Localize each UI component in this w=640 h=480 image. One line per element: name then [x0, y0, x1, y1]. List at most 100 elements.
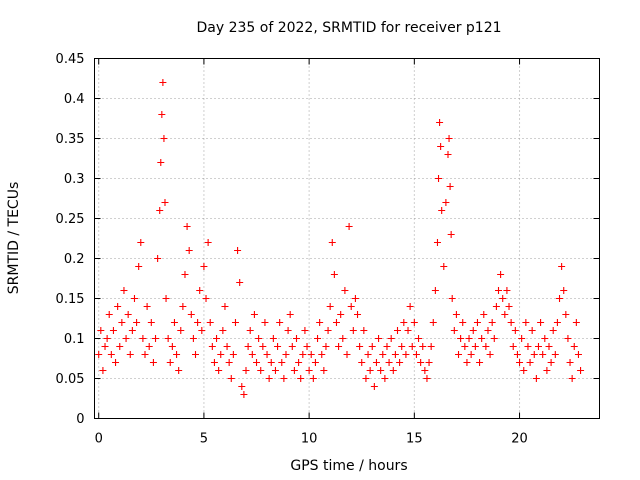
data-point — [341, 287, 349, 294]
data-point — [160, 135, 168, 142]
data-point — [553, 319, 561, 326]
data-point — [547, 359, 555, 366]
data-point — [429, 319, 437, 326]
data-point — [122, 335, 130, 342]
data-point — [530, 351, 538, 358]
data-point — [377, 367, 385, 374]
data-point — [154, 255, 162, 262]
data-point — [282, 351, 290, 358]
data-point — [234, 247, 242, 254]
data-point — [105, 311, 113, 318]
data-point — [147, 319, 155, 326]
data-point — [157, 159, 165, 166]
data-point — [299, 351, 307, 358]
data-point — [265, 375, 273, 382]
data-point — [534, 343, 542, 350]
data-point — [221, 303, 229, 310]
data-point — [318, 351, 326, 358]
data-point — [457, 335, 465, 342]
data-point — [181, 271, 189, 278]
data-point — [476, 359, 484, 366]
x-tick-label: 0 — [95, 432, 103, 447]
data-point — [301, 327, 309, 334]
data-point — [259, 343, 267, 350]
data-point — [335, 343, 343, 350]
data-point — [520, 367, 528, 374]
data-point — [244, 343, 252, 350]
data-point — [227, 375, 235, 382]
x-tick-label: 5 — [200, 432, 208, 447]
data-point — [204, 239, 212, 246]
data-point — [488, 319, 496, 326]
data-point — [278, 359, 286, 366]
data-point — [471, 343, 479, 350]
data-point — [343, 351, 351, 358]
data-point — [440, 263, 448, 270]
data-point — [97, 327, 105, 334]
data-point — [362, 375, 370, 382]
data-point — [467, 351, 475, 358]
data-point — [229, 351, 237, 358]
data-point — [497, 271, 505, 278]
data-point — [133, 319, 141, 326]
data-point — [400, 319, 408, 326]
data-point — [332, 319, 340, 326]
data-point — [572, 319, 580, 326]
data-point — [187, 311, 195, 318]
data-point — [537, 319, 545, 326]
data-point — [354, 311, 362, 318]
data-point — [295, 359, 303, 366]
data-point — [208, 343, 216, 350]
data-point — [288, 343, 296, 350]
data-point — [293, 335, 300, 342]
data-point — [417, 359, 425, 366]
data-point — [503, 287, 511, 294]
data-point — [137, 239, 145, 246]
data-point — [562, 311, 570, 318]
data-point — [526, 359, 534, 366]
data-point — [213, 335, 221, 342]
grid-lines — [94, 58, 600, 419]
data-point — [225, 359, 233, 366]
data-point — [473, 319, 481, 326]
data-point — [408, 343, 416, 350]
data-point — [103, 335, 111, 342]
data-point — [307, 351, 315, 358]
data-point — [192, 351, 199, 358]
data-point — [366, 367, 374, 374]
data-point — [280, 375, 288, 382]
data-point — [257, 367, 265, 374]
data-point — [406, 303, 414, 310]
data-point — [305, 367, 313, 374]
data-point — [549, 327, 557, 334]
data-point — [370, 383, 378, 390]
data-point — [316, 319, 324, 326]
y-tick-label: 0.45 — [56, 52, 85, 67]
data-point — [445, 135, 453, 142]
data-point — [412, 351, 420, 358]
data-point — [577, 367, 585, 374]
data-point — [427, 343, 435, 350]
x-tick-label: 15 — [406, 432, 423, 447]
y-tick-labels: 0 0.05 0.1 0.15 0.2 0.25 0.3 0.35 0.4 0.45 — [56, 52, 85, 427]
data-point — [528, 327, 536, 334]
data-point — [303, 343, 311, 350]
data-point — [217, 351, 225, 358]
data-point — [246, 327, 254, 334]
y-tick-label: 0.05 — [56, 372, 85, 387]
data-point — [173, 351, 181, 358]
data-point — [423, 375, 431, 382]
y-tick-label: 0.4 — [64, 92, 85, 107]
data-point — [436, 119, 444, 126]
data-point — [168, 343, 176, 350]
data-point — [524, 343, 532, 350]
data-point — [415, 335, 423, 342]
y-tick-label: 0 — [76, 412, 84, 427]
data-point — [194, 319, 202, 326]
data-point — [568, 375, 576, 382]
data-point — [444, 151, 452, 158]
data-point — [482, 343, 490, 350]
data-point — [410, 319, 418, 326]
data-point — [253, 359, 261, 366]
data-point — [532, 375, 540, 382]
